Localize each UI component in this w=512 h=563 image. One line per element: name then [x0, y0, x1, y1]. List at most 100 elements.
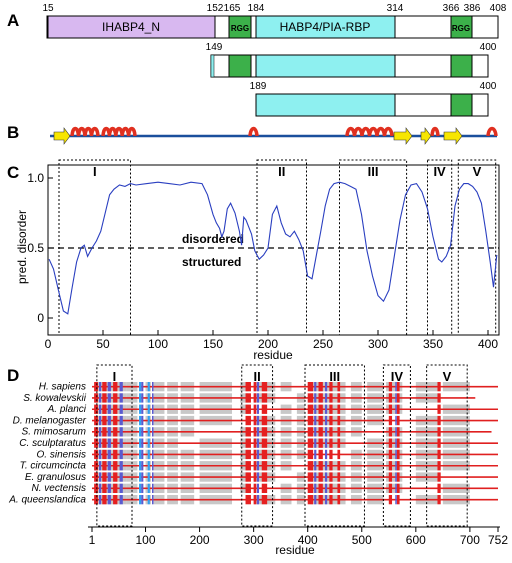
- helix-2: [101, 126, 137, 137]
- c-region-label: III: [368, 164, 379, 179]
- strand-group: [53, 127, 463, 145]
- d-region-label: II: [254, 369, 261, 384]
- d-xtick-label: 100: [136, 533, 156, 547]
- species-label: D. melanogaster: [13, 415, 87, 426]
- helix-3: [248, 126, 259, 137]
- tick-152: 152: [207, 3, 224, 14]
- alignment-row: [92, 449, 498, 460]
- c-plot-area: 0 0.5 1.0 0 50 100 150 200 250 300 350 400 disorde…: [27, 159, 500, 351]
- helix-4: [345, 126, 394, 137]
- alignment-row: [92, 438, 498, 448]
- d-region-label: III: [329, 369, 340, 384]
- strand-3: [420, 127, 432, 145]
- disordered-label: disordered: [182, 232, 244, 246]
- tick-149: 149: [206, 42, 223, 53]
- tick-400b: 400: [480, 81, 497, 92]
- alignment-row: [92, 427, 492, 437]
- alignment-row: [92, 393, 476, 403]
- c-xtick-label: 250: [313, 337, 333, 351]
- habp4-label: HABP4/PIA-RBP: [280, 20, 371, 34]
- disorder-series-line: [48, 181, 498, 315]
- d-xtick-label: 500: [352, 533, 372, 547]
- d-region-label: I: [113, 369, 117, 384]
- rgg-label-2: RGG: [452, 24, 470, 33]
- species-label: T. circumcincta: [20, 461, 87, 472]
- c-axis-frame: [47, 164, 500, 336]
- tick-408: 408: [490, 3, 507, 14]
- panel-d-letter: D: [7, 366, 19, 385]
- c-xtick-label: 300: [368, 337, 388, 351]
- c-region-label: II: [278, 164, 285, 179]
- rgg-label-1: RGG: [231, 24, 249, 33]
- alignment-row: [92, 495, 498, 505]
- panel-a-letter: A: [7, 11, 19, 30]
- c-region-label: I: [93, 164, 97, 179]
- helix-1: [70, 126, 100, 137]
- species-label: O. sinensis: [37, 449, 86, 460]
- d-xlabel: residue: [275, 543, 315, 557]
- d-region-label: V: [443, 369, 452, 384]
- rgg-motif-2: [450, 15, 473, 39]
- c-xticks: 0 50 100 150 200 250 300 350 400: [45, 330, 498, 351]
- tick-189: 189: [250, 81, 267, 92]
- c-region-boxes: I II III IV V: [58, 159, 497, 336]
- alignment-row: [92, 382, 498, 392]
- c-region-label: IV: [433, 164, 446, 179]
- species-label: H. sapiens: [39, 382, 86, 393]
- species-label: S. kowalevskii: [23, 393, 87, 404]
- c-ytick-label: 1.0: [27, 171, 44, 185]
- panel-c-letter: C: [7, 163, 19, 182]
- c-ylabel: pred. disorder: [15, 210, 29, 284]
- ihabp4-label: IHABP4_N: [102, 20, 160, 34]
- structured-label: structured: [182, 255, 241, 269]
- secondary-structure-track: [50, 126, 498, 145]
- d-xtick-label: 752: [488, 533, 508, 547]
- species-label: A. queenslandica: [8, 495, 86, 506]
- alignment-row: [92, 483, 498, 493]
- d-alignment-rows: [92, 382, 498, 505]
- c-xtick-label: 100: [148, 337, 168, 351]
- c-xtick-label: 200: [258, 337, 278, 351]
- tick-184: 184: [248, 3, 265, 14]
- d-xtick-label: 600: [406, 533, 426, 547]
- tick-165: 165: [224, 3, 241, 14]
- species-label: E. granulosus: [25, 472, 86, 483]
- species-label: N. vectensis: [32, 483, 86, 494]
- panel-a-tick-labels: 15 152 165 184 314 366 386 408 149 400 1…: [42, 3, 506, 92]
- c-xlabel: residue: [253, 348, 293, 362]
- c-ytick-label: 0.5: [27, 241, 44, 255]
- tick-314: 314: [387, 3, 404, 14]
- helix-5: [430, 126, 440, 137]
- c-region-label: V: [473, 164, 482, 179]
- strand-2: [393, 127, 413, 145]
- construct-189-400: [255, 93, 489, 117]
- construct-full: IHABP4_N RGG HABP4/PIA-RBP RGG: [46, 15, 499, 39]
- tick-15: 15: [42, 3, 54, 14]
- species-label: A. planci: [47, 404, 87, 415]
- panel-b-letter: B: [7, 123, 19, 142]
- species-label: S. mimosarum: [22, 427, 86, 438]
- helix-6: [486, 126, 498, 137]
- alignment-row: [92, 472, 498, 482]
- ihabp4-domain: [47, 15, 216, 39]
- d-xtick-label: 300: [244, 533, 264, 547]
- d-region-label: IV: [391, 369, 404, 384]
- alignment-row: [92, 461, 498, 471]
- strand-1: [53, 127, 71, 145]
- d-xtick-label: 700: [460, 533, 480, 547]
- tick-400: 400: [480, 42, 497, 53]
- alignment-row: [92, 404, 498, 414]
- tick-366: 366: [443, 3, 460, 14]
- alignment-row: [92, 415, 498, 426]
- c-yticks: 0 0.5 1.0: [27, 171, 53, 325]
- d-xticks: 1 100 200 300 400 500 600 700 752: [89, 527, 508, 547]
- rgg-motif-1: [228, 15, 252, 39]
- d-xtick-label: 200: [190, 533, 210, 547]
- c-ytick-label: 0: [37, 311, 44, 325]
- tick-386: 386: [464, 3, 481, 14]
- c-xtick-label: 350: [423, 337, 443, 351]
- d-xtick-label: 400: [298, 533, 318, 547]
- species-label: C. sculptaratus: [19, 438, 86, 449]
- habp4-domain: [255, 15, 396, 39]
